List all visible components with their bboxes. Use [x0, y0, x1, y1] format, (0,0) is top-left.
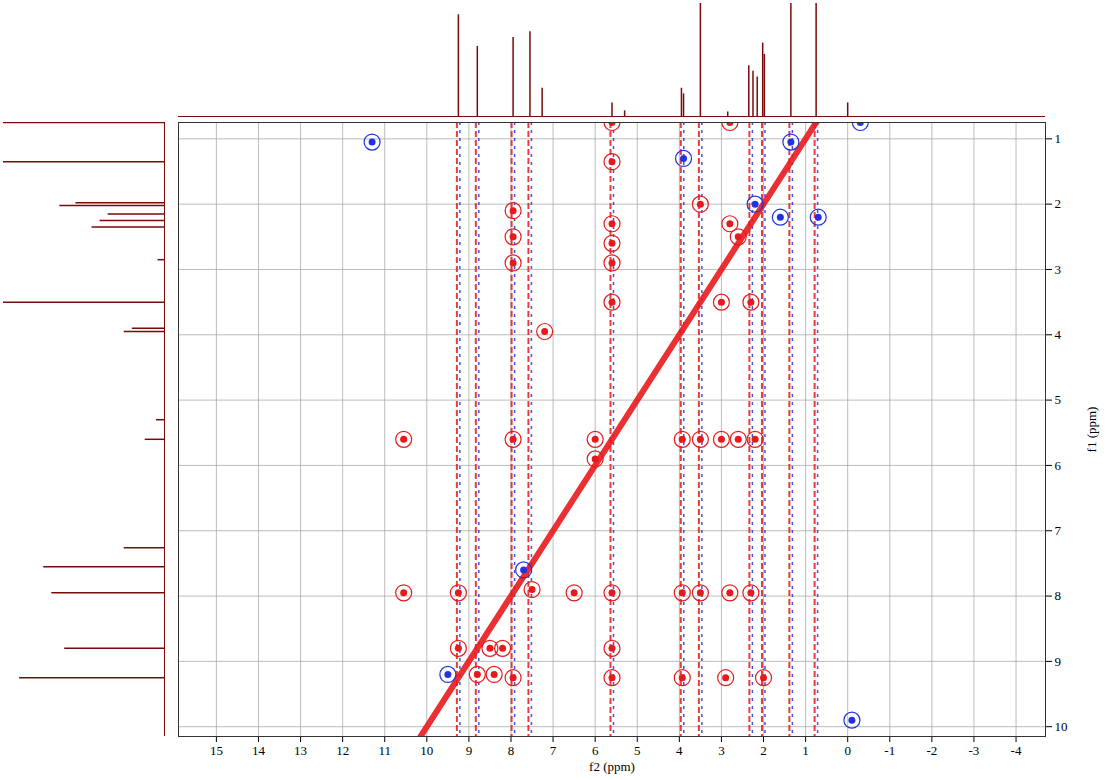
svg-text:9: 9 [1055, 654, 1062, 669]
svg-text:9: 9 [466, 743, 473, 758]
svg-text:0: 0 [844, 743, 851, 758]
svg-text:f1 (ppm): f1 (ppm) [1084, 407, 1099, 453]
svg-text:2: 2 [1055, 196, 1062, 211]
svg-text:2: 2 [760, 743, 767, 758]
svg-text:6: 6 [592, 743, 599, 758]
svg-text:5: 5 [1055, 392, 1062, 407]
svg-text:-4: -4 [1011, 743, 1022, 758]
svg-text:1: 1 [1055, 131, 1062, 146]
svg-text:-2: -2 [926, 743, 937, 758]
svg-text:8: 8 [1055, 588, 1062, 603]
svg-text:3: 3 [718, 743, 725, 758]
svg-text:11: 11 [378, 743, 391, 758]
svg-text:7: 7 [1055, 523, 1062, 538]
svg-text:7: 7 [550, 743, 557, 758]
svg-text:10: 10 [1055, 719, 1068, 734]
svg-text:10: 10 [420, 743, 433, 758]
svg-text:4: 4 [676, 743, 683, 758]
svg-text:8: 8 [508, 743, 515, 758]
svg-text:f2 (ppm): f2 (ppm) [589, 759, 635, 774]
svg-text:15: 15 [210, 743, 223, 758]
svg-text:4: 4 [1055, 327, 1062, 342]
svg-text:14: 14 [252, 743, 266, 758]
svg-text:5: 5 [634, 743, 641, 758]
svg-text:-3: -3 [969, 743, 980, 758]
svg-text:6: 6 [1055, 458, 1062, 473]
svg-text:12: 12 [336, 743, 349, 758]
svg-text:13: 13 [294, 743, 307, 758]
svg-text:3: 3 [1055, 262, 1062, 277]
svg-text:-1: -1 [884, 743, 895, 758]
svg-text:1: 1 [802, 743, 809, 758]
